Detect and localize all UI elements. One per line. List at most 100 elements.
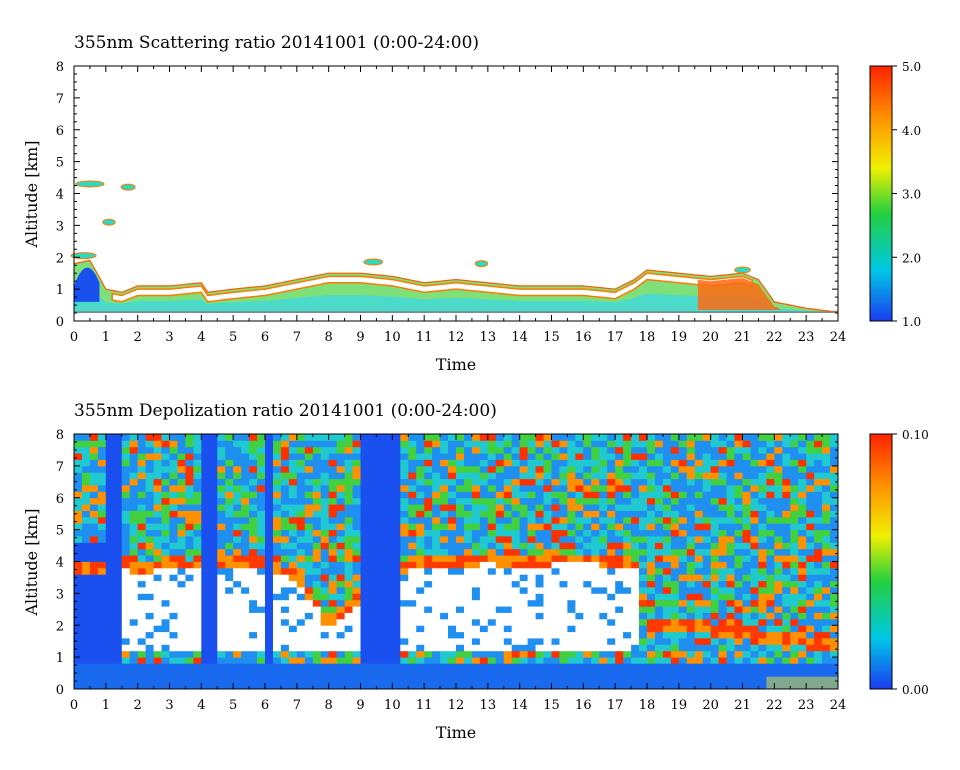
depol-cell	[352, 529, 361, 537]
depol-cell	[89, 561, 99, 569]
depol-cell	[185, 523, 194, 531]
depol-cell	[121, 548, 131, 556]
depol-cell	[408, 599, 417, 607]
depol-cell	[495, 542, 505, 550]
depol-cell	[655, 625, 664, 633]
depol-cell	[145, 529, 154, 537]
depol-cell	[432, 529, 441, 537]
depol-cell	[591, 644, 600, 652]
depol-cell	[519, 587, 529, 594]
depol-cell	[145, 516, 154, 524]
depol-cell	[503, 599, 513, 607]
depol-cell	[567, 516, 576, 524]
depol-cell	[177, 453, 186, 460]
depol-cell	[169, 516, 178, 524]
depol-cell	[814, 606, 823, 613]
depol-cell	[360, 548, 369, 556]
depol-cell	[734, 446, 743, 454]
depol-cell	[599, 497, 608, 505]
depol-cell	[591, 657, 600, 664]
depol-cell	[89, 599, 99, 607]
depol-cell	[74, 580, 83, 588]
depol-cell	[830, 555, 839, 562]
depol-cell	[503, 516, 513, 524]
depol-cell	[225, 497, 234, 505]
depol-cell	[702, 542, 712, 550]
depol-cell	[766, 459, 775, 467]
depol-cell	[424, 638, 433, 645]
depol-cell	[662, 516, 672, 524]
depol-cell	[511, 465, 521, 473]
depol-cell	[209, 638, 218, 645]
depol-cell	[551, 440, 560, 448]
depol-cell	[702, 650, 712, 658]
depol-cell	[678, 606, 688, 613]
depol-cell	[702, 644, 712, 652]
depol-cell	[766, 485, 775, 492]
depol-cell	[177, 529, 186, 537]
depol-cell	[822, 491, 831, 499]
depol-cell	[145, 465, 154, 473]
depol-cell	[82, 516, 91, 524]
depol-cell	[678, 618, 688, 626]
depol-cell	[495, 516, 505, 524]
depol-cell	[129, 536, 139, 543]
depol-cell	[225, 555, 234, 562]
depol-cell	[336, 485, 345, 492]
depol-cell	[822, 618, 831, 626]
depol-cell	[113, 542, 123, 550]
depol-cell	[193, 510, 202, 518]
depol-cell	[169, 638, 178, 645]
depol-cell	[320, 536, 330, 543]
depol-cell	[535, 618, 544, 626]
depol-cell	[336, 574, 345, 582]
depol-cell	[599, 536, 608, 543]
depol-cell	[543, 510, 552, 518]
depol-cell	[607, 638, 616, 645]
depol-cell	[822, 536, 831, 543]
scattering-colorbar: 5.04.03.02.01.0	[869, 60, 921, 329]
depol-cell	[97, 606, 107, 613]
depol-cell	[822, 631, 831, 639]
depol-cell	[376, 523, 385, 531]
depol-cell	[448, 580, 457, 588]
depol-cell	[742, 638, 751, 645]
depol-cell	[686, 555, 696, 562]
depol-cell	[89, 555, 99, 562]
depol-cell	[647, 459, 656, 467]
depol-cell	[456, 638, 465, 645]
depol-cell	[161, 478, 170, 486]
depol-cell	[456, 631, 465, 639]
depol-cell	[400, 567, 409, 575]
depol-cell	[615, 650, 624, 658]
depol-cell	[121, 510, 131, 518]
depol-cell	[567, 504, 576, 511]
depol-cell	[742, 542, 751, 550]
depol-cell	[798, 555, 807, 562]
depol-cell	[535, 536, 544, 543]
depol-cell	[440, 631, 449, 639]
depol-cell	[225, 491, 234, 499]
depol-cell	[575, 657, 584, 664]
depol-cell	[288, 555, 298, 562]
depol-cell	[89, 574, 99, 582]
depol-cell	[177, 593, 186, 601]
depol-cell	[209, 434, 218, 441]
depol-cell	[296, 536, 306, 543]
depol-cell	[129, 618, 139, 626]
depol-cell	[750, 593, 759, 601]
depol-cell	[662, 625, 672, 633]
depol-cell	[440, 434, 449, 441]
depol-cell	[217, 510, 226, 518]
depol-cell	[129, 606, 139, 613]
depol-cell	[209, 555, 218, 562]
y-tick-label: 1	[56, 283, 64, 298]
depol-cell	[543, 574, 552, 582]
depol-cell	[456, 478, 465, 486]
depol-cell	[694, 523, 704, 531]
depol-cell	[352, 606, 361, 613]
depol-cell	[798, 574, 807, 582]
depol-cell	[519, 618, 529, 626]
depol-cell	[241, 523, 250, 531]
colorbar-tick-label: 0.10	[902, 428, 929, 442]
